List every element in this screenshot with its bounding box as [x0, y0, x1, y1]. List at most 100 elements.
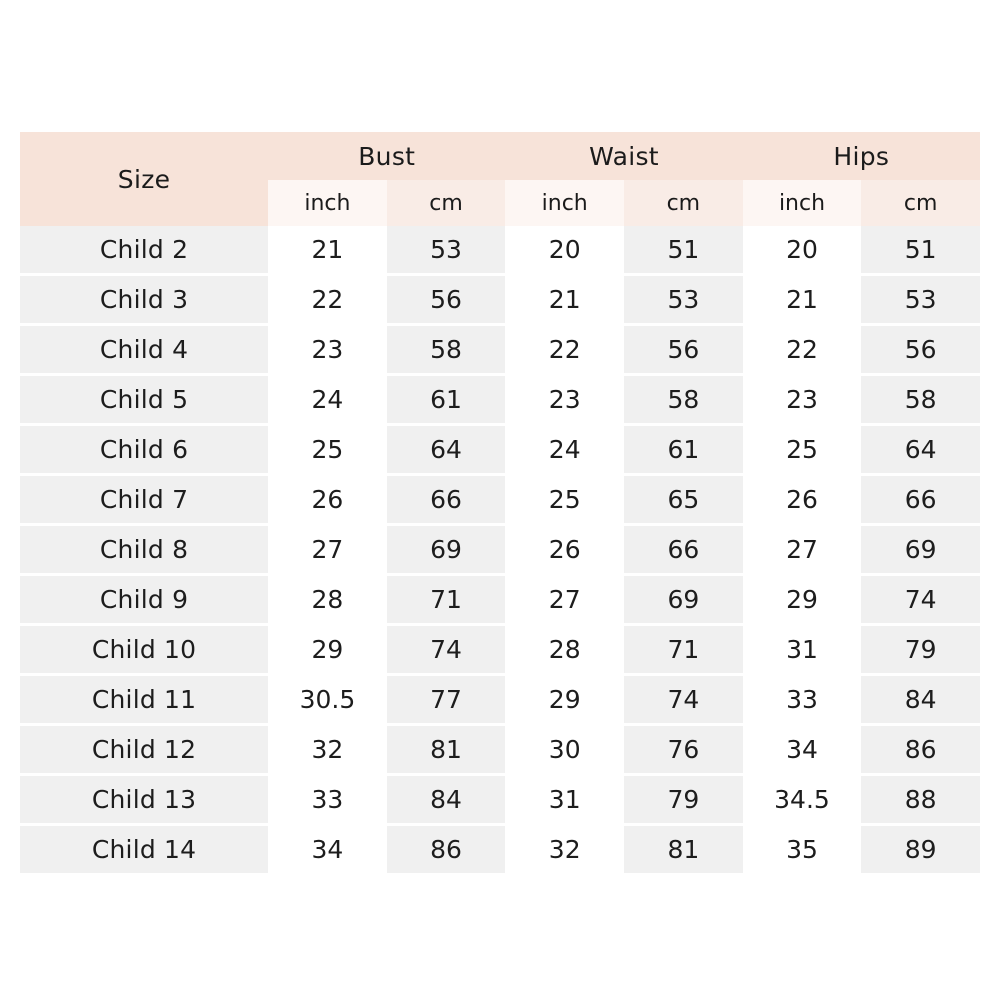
table-row: Child 7 26 66 25 65 26 66	[20, 476, 980, 526]
row-cell-waist-inch: 20	[505, 226, 625, 276]
row-cell-hips-cm: 79	[861, 626, 980, 676]
row-cell-waist-inch: 22	[505, 326, 625, 376]
row-cell-bust-cm: 84	[386, 776, 506, 826]
row-cell-bust-cm: 58	[386, 326, 506, 376]
row-cell-waist-cm: 53	[624, 276, 743, 326]
column-header-bust-cm: cm	[386, 180, 506, 226]
row-cell-hips-cm: 69	[861, 526, 980, 576]
row-cell-waist-cm: 51	[624, 226, 743, 276]
row-cell-size: Child 7	[20, 476, 269, 526]
column-header-size: Size	[20, 132, 269, 226]
row-cell-hips-inch: 33	[742, 676, 862, 726]
row-cell-waist-cm: 81	[624, 826, 743, 873]
row-cell-waist-cm: 74	[624, 676, 743, 726]
row-cell-bust-inch: 34	[268, 826, 387, 873]
row-cell-hips-inch: 20	[742, 226, 862, 276]
row-cell-waist-inch: 28	[505, 626, 625, 676]
column-header-hips-inch: inch	[742, 180, 862, 226]
row-cell-hips-inch: 35	[742, 826, 862, 873]
row-cell-waist-inch: 32	[505, 826, 625, 873]
row-cell-waist-inch: 27	[505, 576, 625, 626]
row-cell-bust-inch: 26	[268, 476, 387, 526]
row-cell-hips-cm: 84	[861, 676, 980, 726]
row-cell-hips-inch: 31	[742, 626, 862, 676]
row-cell-bust-inch: 33	[268, 776, 387, 826]
table-row: Child 10 29 74 28 71 31 79	[20, 626, 980, 676]
table-body: Child 2 21 53 20 51 20 51 Child 3 22 56 21 53 21 53 Ch…	[20, 226, 980, 873]
header-group-row: Size Bust Waist Hips	[20, 132, 980, 226]
row-cell-bust-inch: 32	[268, 726, 387, 776]
row-cell-size: Child 3	[20, 276, 269, 326]
column-group-header-hips: Hips	[742, 132, 980, 180]
column-group-header-waist: Waist	[505, 132, 743, 180]
row-cell-hips-cm: 88	[861, 776, 980, 826]
row-cell-bust-inch: 28	[268, 576, 387, 626]
header-unit-row: inch cm inch cm inch cm	[20, 180, 980, 226]
row-cell-size: Child 10	[20, 626, 269, 676]
row-cell-hips-inch: 34.5	[742, 776, 862, 826]
row-cell-size: Child 11	[20, 676, 269, 726]
row-cell-size: Child 9	[20, 576, 269, 626]
row-cell-bust-inch: 25	[268, 426, 387, 476]
row-cell-bust-inch: 24	[268, 376, 387, 426]
row-cell-hips-inch: 23	[742, 376, 862, 426]
row-cell-size: Child 13	[20, 776, 269, 826]
row-cell-hips-cm: 53	[861, 276, 980, 326]
row-cell-hips-inch: 29	[742, 576, 862, 626]
row-cell-hips-cm: 66	[861, 476, 980, 526]
table-row: Child 8 27 69 26 66 27 69	[20, 526, 980, 576]
row-cell-bust-inch: 23	[268, 326, 387, 376]
row-cell-size: Child 12	[20, 726, 269, 776]
row-cell-size: Child 2	[20, 226, 269, 276]
row-cell-waist-cm: 61	[624, 426, 743, 476]
row-cell-bust-cm: 64	[386, 426, 506, 476]
row-cell-waist-cm: 76	[624, 726, 743, 776]
table-row: Child 9 28 71 27 69 29 74	[20, 576, 980, 626]
row-cell-bust-inch: 22	[268, 276, 387, 326]
row-cell-hips-inch: 26	[742, 476, 862, 526]
row-cell-hips-inch: 34	[742, 726, 862, 776]
row-cell-bust-inch: 27	[268, 526, 387, 576]
row-cell-bust-cm: 61	[386, 376, 506, 426]
row-cell-bust-cm: 86	[386, 826, 506, 873]
row-cell-waist-cm: 69	[624, 576, 743, 626]
row-cell-waist-cm: 56	[624, 326, 743, 376]
row-cell-hips-cm: 74	[861, 576, 980, 626]
size-chart-table: Size Bust Waist Hips inch cm inch cm inc…	[20, 132, 980, 873]
row-cell-size: Child 5	[20, 376, 269, 426]
table-row: Child 4 23 58 22 56 22 56	[20, 326, 980, 376]
row-cell-waist-cm: 79	[624, 776, 743, 826]
column-header-bust-inch: inch	[268, 180, 387, 226]
row-cell-size: Child 14	[20, 826, 269, 873]
table-row: Child 5 24 61 23 58 23 58	[20, 376, 980, 426]
row-cell-bust-cm: 53	[386, 226, 506, 276]
row-cell-waist-inch: 23	[505, 376, 625, 426]
row-cell-bust-inch: 29	[268, 626, 387, 676]
row-cell-hips-cm: 56	[861, 326, 980, 376]
row-cell-waist-inch: 29	[505, 676, 625, 726]
column-header-hips-cm: cm	[861, 180, 980, 226]
row-cell-waist-inch: 30	[505, 726, 625, 776]
column-header-waist-inch: inch	[505, 180, 625, 226]
row-cell-hips-cm: 51	[861, 226, 980, 276]
column-group-header-bust: Bust	[268, 132, 506, 180]
row-cell-size: Child 6	[20, 426, 269, 476]
table-row: Child 11 30.5 77 29 74 33 84	[20, 676, 980, 726]
column-header-waist-cm: cm	[624, 180, 743, 226]
table-row: Child 14 34 86 32 81 35 89	[20, 826, 980, 873]
row-cell-bust-cm: 74	[386, 626, 506, 676]
row-cell-waist-cm: 65	[624, 476, 743, 526]
table-header: Size Bust Waist Hips inch cm inch cm inc…	[20, 132, 980, 226]
row-cell-bust-inch: 21	[268, 226, 387, 276]
row-cell-hips-cm: 58	[861, 376, 980, 426]
row-cell-waist-cm: 66	[624, 526, 743, 576]
row-cell-size: Child 4	[20, 326, 269, 376]
row-cell-waist-inch: 21	[505, 276, 625, 326]
row-cell-waist-cm: 58	[624, 376, 743, 426]
row-cell-waist-cm: 71	[624, 626, 743, 676]
table-row: Child 13 33 84 31 79 34.5 88	[20, 776, 980, 826]
row-cell-hips-inch: 27	[742, 526, 862, 576]
row-cell-bust-cm: 71	[386, 576, 506, 626]
row-cell-bust-cm: 56	[386, 276, 506, 326]
